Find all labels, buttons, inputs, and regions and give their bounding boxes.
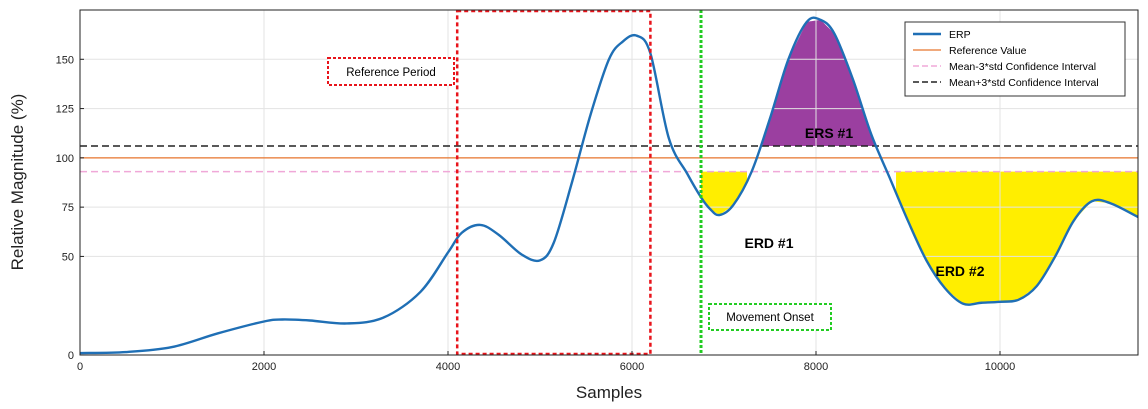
- y-axis-title: Relative Magnitude (%): [8, 94, 27, 271]
- movement-onset-label: Movement Onset: [726, 312, 814, 324]
- y-tick-label-2: 75: [62, 202, 74, 214]
- reference-period-box: [455, 9, 652, 356]
- x-tick-label-2: 4000: [436, 361, 460, 373]
- region-fill-2: [896, 171, 1138, 304]
- x-tick-label-5: 10000: [985, 361, 1016, 373]
- x-tick-label-1: 2000: [252, 361, 276, 373]
- region-fill-1: [701, 171, 747, 216]
- x-tick-label-0: 0: [77, 361, 83, 373]
- annotations: Reference Period Movement Onset ERS #1 ERD …: [327, 9, 985, 356]
- region-label-1: ERD #1: [744, 235, 793, 251]
- reference-period-label: Reference Period: [346, 67, 436, 79]
- y-tick-label-1: 50: [62, 251, 74, 263]
- legend: ERP Reference Value Mean-3*std Confidence …: [904, 21, 1126, 97]
- movement-onset-label-box: [708, 303, 832, 331]
- x-tick-label-3: 6000: [620, 361, 644, 373]
- reference-period-label-box: [327, 57, 455, 86]
- region-label-2: ERD #2: [935, 263, 984, 279]
- y-tick-label-4: 125: [56, 104, 74, 116]
- horizontal-lines: [80, 145, 1138, 173]
- ticks: 0 2000 4000 6000 8000 10000 0 50 75 100 125 150: [56, 54, 1016, 373]
- legend-label-3: Mean+3*std Confidence Interval: [949, 77, 1099, 89]
- legend-box: [904, 21, 1126, 97]
- region-fill-0: [762, 19, 886, 147]
- y-tick-label-5: 150: [56, 54, 74, 66]
- plot-frame: [79, 9, 1139, 356]
- legend-label-0: ERP: [949, 29, 971, 41]
- y-tick-label-0: 0: [68, 350, 74, 362]
- y-tick-label-3: 100: [56, 153, 74, 165]
- legend-label-1: Reference Value: [949, 45, 1027, 57]
- region-fills: [701, 19, 1138, 304]
- x-axis-title: Samples: [576, 383, 642, 402]
- x-tick-label-4: 8000: [804, 361, 828, 373]
- legend-label-2: Mean-3*std Confidence Interval: [949, 61, 1096, 73]
- region-label-0: ERS #1: [805, 125, 853, 141]
